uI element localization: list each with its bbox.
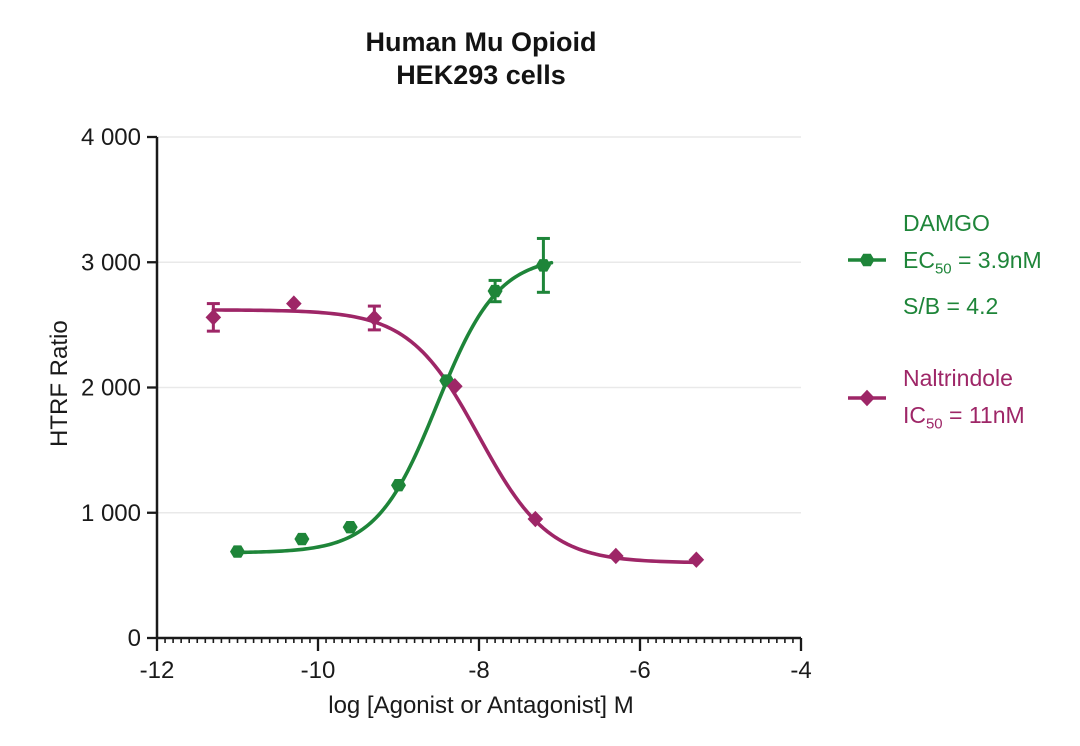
- x-tick-label: -6: [629, 657, 650, 684]
- damgo-data-point: [487, 284, 503, 298]
- damgo-data-point: [342, 520, 358, 534]
- legend-naltrindole-name: Naltrindole: [903, 365, 1013, 391]
- naltrindole-legend-marker: [859, 389, 875, 407]
- chart-title-line2: HEK293 cells: [396, 60, 566, 90]
- naltrindole-data-point: [366, 309, 383, 327]
- naltrindole-data-point: [205, 309, 222, 326]
- y-tick-label: 0: [128, 625, 141, 652]
- damgo-legend-marker-icon: [848, 253, 886, 267]
- legend-damgo-ec50: EC50 = 3.9nM: [903, 247, 1042, 278]
- damgo-curve: [235, 260, 554, 555]
- x-tick-label: -4: [790, 657, 811, 684]
- y-tick-label: 2 000: [81, 375, 141, 402]
- naltrindole-data-point: [286, 295, 302, 312]
- legend-naltrindole-ic50: IC50 = 11nM: [903, 402, 1025, 433]
- legend-damgo-sb: S/B = 4.2: [903, 292, 999, 319]
- y-tick-label: 3 000: [81, 249, 141, 276]
- damgo-data-point: [535, 259, 551, 272]
- naltrindole-curve: [211, 308, 699, 565]
- damgo-data-point: [391, 478, 406, 492]
- y-tick-label: 4 000: [81, 124, 141, 151]
- naltrindole-data-point: [688, 551, 705, 568]
- naltrindole-legend-marker-icon: [848, 389, 886, 407]
- damgo-data-point: [294, 532, 310, 546]
- x-tick-label: -10: [301, 657, 336, 684]
- legend-damgo-name: DAMGO: [903, 210, 990, 236]
- x-axis-label: log [Agonist or Antagonist] M: [328, 692, 634, 719]
- damgo-data-point: [230, 545, 245, 558]
- x-tick-label: -8: [468, 657, 489, 684]
- x-tick-label: -12: [140, 657, 175, 684]
- naltrindole-data-point: [527, 510, 544, 528]
- chart-title: Human Mu Opioid HEK293 cells: [157, 26, 805, 92]
- legend-entry-damgo: DAMGO EC50 = 3.9nM S/B = 4.2: [903, 205, 1042, 325]
- naltrindole-data-point: [447, 378, 463, 395]
- damgo-legend-marker: [859, 253, 875, 267]
- y-tick-label: 1 000: [81, 500, 141, 527]
- legend-entry-naltrindole: Naltrindole IC50 = 11nM: [903, 360, 1025, 443]
- naltrindole-data-point: [608, 547, 624, 565]
- chart-title-line1: Human Mu Opioid: [365, 27, 597, 57]
